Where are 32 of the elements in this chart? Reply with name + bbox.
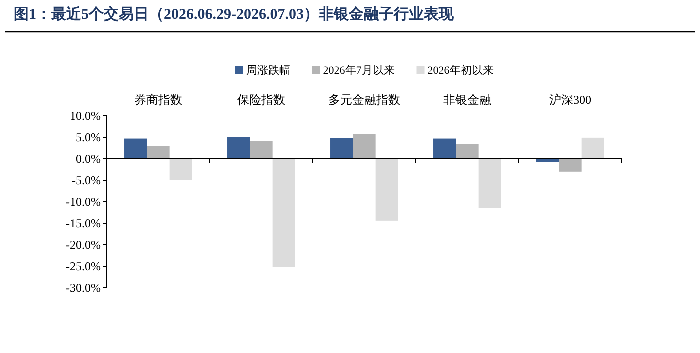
y-tick-label: 10.0% — [70, 109, 101, 123]
bar — [272, 159, 296, 268]
x-tick-label: 非银金融 — [444, 93, 492, 107]
x-tick-label: 保险指数 — [238, 93, 286, 107]
y-tick-label: 0.0% — [76, 152, 101, 166]
y-tick-label: -20.0% — [66, 238, 101, 252]
x-tick-label: 券商指数 — [134, 93, 182, 107]
bar — [250, 141, 273, 159]
y-tick-label: 5.0% — [76, 130, 101, 144]
bar — [478, 159, 502, 208]
y-tick-label: -15.0% — [66, 216, 101, 230]
y-tick-label: -30.0% — [66, 281, 101, 295]
y-tick-label: -5.0% — [72, 174, 101, 188]
y-tick-label: -25.0% — [66, 260, 101, 274]
x-tick-label: 沪深300 — [550, 93, 592, 107]
legend-label: 2026年初以来 — [428, 64, 494, 77]
legend-label: 2026年7月以来 — [323, 64, 395, 77]
bar — [456, 144, 479, 159]
bar — [434, 138, 456, 159]
bar — [170, 159, 192, 180]
bar — [228, 138, 250, 159]
x-tick-label: 多元金融指数 — [328, 93, 400, 107]
y-tick-label: -10.0% — [66, 195, 101, 209]
chart-title: 图1：最近5个交易日（2026.06.29-2026.07.03）非银金融子行业表现 — [14, 5, 455, 23]
bar — [559, 159, 582, 172]
bar — [582, 138, 604, 159]
bar — [330, 138, 354, 159]
bar — [124, 138, 148, 159]
legend-label: 周涨跌幅 — [246, 65, 290, 77]
bar — [376, 159, 398, 221]
bar — [147, 146, 170, 159]
bar — [353, 134, 376, 159]
